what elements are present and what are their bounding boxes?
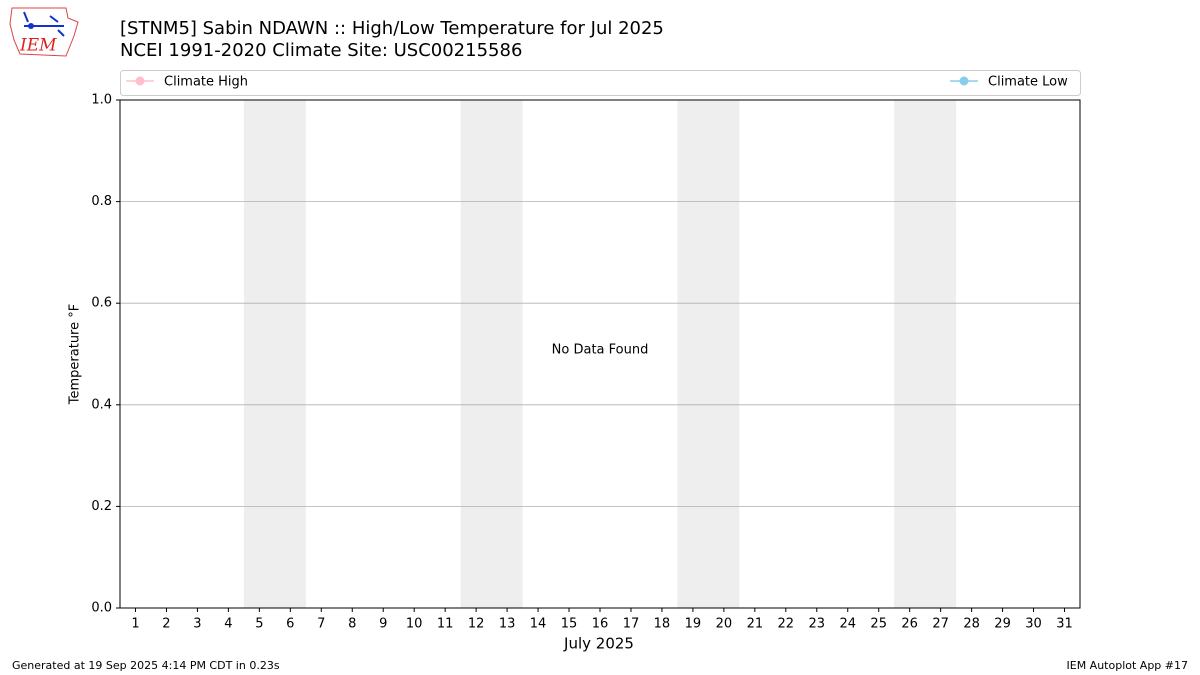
x-tick-label: 22 xyxy=(778,617,795,632)
logo-icon xyxy=(23,11,65,37)
weekend-shade xyxy=(243,100,306,608)
x-tick-label: 30 xyxy=(1025,617,1042,632)
x-axis-label: July 2025 xyxy=(563,635,634,653)
x-tick-label: 16 xyxy=(592,617,609,632)
y-tick-label: 0.6 xyxy=(91,296,112,311)
legend xyxy=(120,70,1081,96)
x-tick-label: 7 xyxy=(317,617,325,632)
x-tick-label: 29 xyxy=(994,617,1011,632)
plot-area xyxy=(120,99,1080,609)
y-tick-label: 0.4 xyxy=(91,397,112,412)
footer-left: Generated at 19 Sep 2025 4:14 PM CDT in … xyxy=(12,659,280,672)
x-tick-label: 17 xyxy=(623,617,640,632)
x-tick-label: 13 xyxy=(499,617,516,632)
x-tick-label: 10 xyxy=(406,617,423,632)
footer-right: IEM Autoplot App #17 xyxy=(1067,659,1189,672)
x-tick-label: 4 xyxy=(224,617,232,632)
plot-frame xyxy=(119,99,1081,609)
x-tick-label: 11 xyxy=(437,617,454,632)
x-tick-label: 19 xyxy=(685,617,702,632)
x-tick-label: 27 xyxy=(932,617,949,632)
y-tick-label: 0.8 xyxy=(91,194,112,209)
x-tick-label: 8 xyxy=(348,617,356,632)
x-tick-label: 26 xyxy=(901,617,918,632)
y-tick-label: 0.0 xyxy=(91,601,112,616)
legend-marker xyxy=(135,76,145,86)
x-tick-label: 2 xyxy=(162,617,170,632)
x-tick-label: 23 xyxy=(809,617,826,632)
legend-marker xyxy=(959,76,969,86)
x-tick-label: 31 xyxy=(1056,617,1073,632)
x-tick-label: 3 xyxy=(193,617,201,632)
chart-subtitle: NCEI 1991-2020 Climate Site: USC00215586 xyxy=(120,40,522,61)
y-tick-label: 0.2 xyxy=(91,499,112,514)
x-tick-label: 12 xyxy=(468,617,485,632)
logo-text: IEM xyxy=(19,36,57,56)
x-tick-label: 1 xyxy=(131,617,139,632)
y-tick-label: 1.0 xyxy=(91,93,112,108)
annotation: No Data Found xyxy=(552,343,649,358)
weekend-shade xyxy=(894,100,957,608)
x-tick-label: 25 xyxy=(870,617,887,632)
x-tick-label: 15 xyxy=(561,617,578,632)
y-axis-label: Temperature °F xyxy=(68,304,83,405)
logo: IEM xyxy=(9,7,79,57)
x-tick-label: 6 xyxy=(286,617,294,632)
x-tick-label: 14 xyxy=(530,617,547,632)
legend-label: Climate Low xyxy=(988,75,1068,90)
weekend-shade xyxy=(460,100,523,608)
x-tick-label: 20 xyxy=(716,617,733,632)
x-tick-label: 24 xyxy=(839,617,856,632)
x-tick-label: 5 xyxy=(255,617,263,632)
logo-dot xyxy=(28,23,34,29)
weekend-shade xyxy=(677,100,740,608)
x-tick-label: 28 xyxy=(963,617,980,632)
x-tick-label: 9 xyxy=(379,617,387,632)
x-tick-label: 18 xyxy=(654,617,671,632)
chart-title: [STNM5] Sabin NDAWN :: High/Low Temperat… xyxy=(120,18,664,39)
x-tick-label: 21 xyxy=(747,617,764,632)
legend-label: Climate High xyxy=(164,75,248,90)
